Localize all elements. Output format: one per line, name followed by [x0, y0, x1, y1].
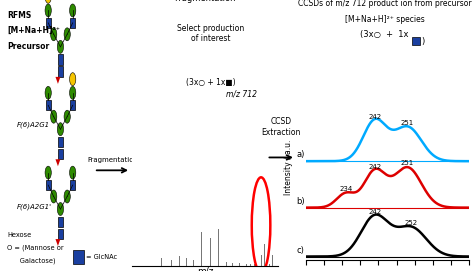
Circle shape: [51, 110, 57, 123]
Circle shape: [70, 73, 76, 86]
Text: RFMS: RFMS: [7, 11, 31, 20]
Text: Intensity / a.u.: Intensity / a.u.: [284, 140, 293, 195]
Circle shape: [70, 4, 76, 17]
Text: ): ): [421, 37, 425, 46]
Text: CCSD
Extraction: CCSD Extraction: [262, 117, 301, 137]
Circle shape: [45, 4, 51, 17]
Bar: [46, 180, 51, 190]
Bar: [70, 180, 75, 190]
Text: Precursor: Precursor: [7, 42, 49, 51]
Polygon shape: [55, 159, 60, 166]
Circle shape: [51, 190, 57, 203]
Bar: [46, 18, 51, 28]
Text: F(6)A2G1: F(6)A2G1: [17, 121, 50, 128]
Circle shape: [64, 190, 70, 203]
Circle shape: [57, 40, 64, 53]
X-axis label: m/z: m/z: [197, 267, 213, 271]
Text: O = (Mannose or: O = (Mannose or: [7, 245, 64, 251]
Text: m/z 712: m/z 712: [226, 89, 257, 98]
Text: Galactose): Galactose): [7, 258, 56, 264]
Circle shape: [57, 123, 64, 136]
Circle shape: [45, 166, 51, 179]
Text: CCSDs of m/z 712 product ion from precursor: CCSDs of m/z 712 product ion from precur…: [298, 0, 472, 8]
Circle shape: [64, 110, 70, 123]
Circle shape: [57, 202, 64, 215]
Bar: [412, 37, 420, 46]
Text: MS/MS Spectra From
[M+Na+H]²⁺
Fragmentation: MS/MS Spectra From [M+Na+H]²⁺ Fragmentat…: [162, 0, 248, 3]
Circle shape: [70, 166, 76, 179]
Bar: [58, 229, 63, 239]
Bar: [70, 100, 75, 111]
Bar: [58, 137, 63, 147]
Text: Select production
of interest: Select production of interest: [177, 24, 245, 43]
Text: [M+Na+H]²⁺: [M+Na+H]²⁺: [7, 26, 60, 35]
Circle shape: [45, 0, 51, 3]
Circle shape: [51, 28, 57, 41]
Bar: [73, 250, 84, 264]
Bar: [46, 100, 51, 111]
Bar: [58, 217, 63, 227]
Circle shape: [70, 86, 76, 99]
Text: Hexose: Hexose: [7, 232, 31, 238]
Bar: [58, 54, 63, 65]
Polygon shape: [55, 239, 60, 246]
Text: [M+Na+H]²⁺ species: [M+Na+H]²⁺ species: [345, 15, 425, 24]
Polygon shape: [55, 77, 60, 84]
Text: (3x○ + 1x■): (3x○ + 1x■): [186, 78, 236, 87]
Text: = GlcNAc: = GlcNAc: [86, 254, 118, 260]
Text: F(6)A2G1': F(6)A2G1': [17, 204, 52, 210]
Circle shape: [64, 28, 70, 41]
Text: (3x○  +  1x: (3x○ + 1x: [360, 30, 409, 39]
Bar: [70, 18, 75, 28]
Bar: [58, 149, 63, 159]
Bar: [58, 66, 63, 77]
Circle shape: [45, 86, 51, 99]
Text: Fragmentation: Fragmentation: [87, 157, 138, 163]
